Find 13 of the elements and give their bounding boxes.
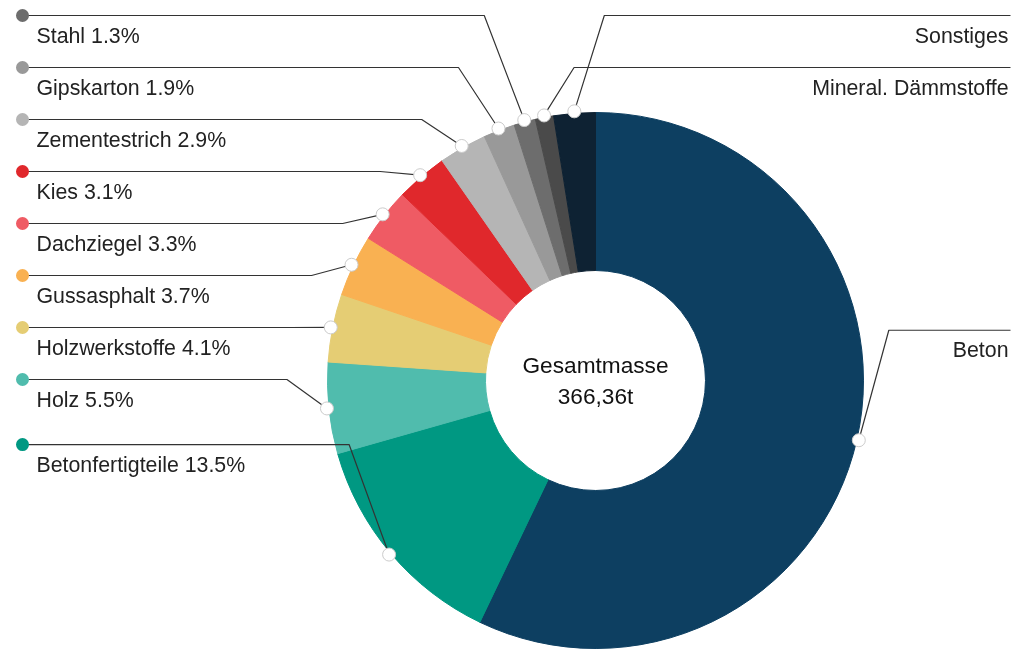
text: Gesamtmasse 366,36t xyxy=(522,351,669,410)
legend-label: Gipskarton 1.9% xyxy=(36,75,195,100)
slice-label: Beton xyxy=(952,338,1009,363)
legend-label: Dachziegel 3.3% xyxy=(36,231,197,256)
legend-label: Gussasphalt 3.7% xyxy=(36,283,210,308)
slice-label: Mineral. Dämmstoffe xyxy=(812,75,1009,100)
legend-label: Holz 5.5% xyxy=(36,387,134,412)
legend-label: Holzwerkstoffe 4.1% xyxy=(36,335,231,360)
slice-label: Sonstiges xyxy=(914,23,1009,48)
legend-label: Kies 3.1% xyxy=(36,179,133,204)
legend-label: Stahl 1.3% xyxy=(36,23,140,48)
legend-label: Betonfertigteile 13.5% xyxy=(36,452,246,477)
legend-label: Zementestrich 2.9% xyxy=(36,127,227,152)
